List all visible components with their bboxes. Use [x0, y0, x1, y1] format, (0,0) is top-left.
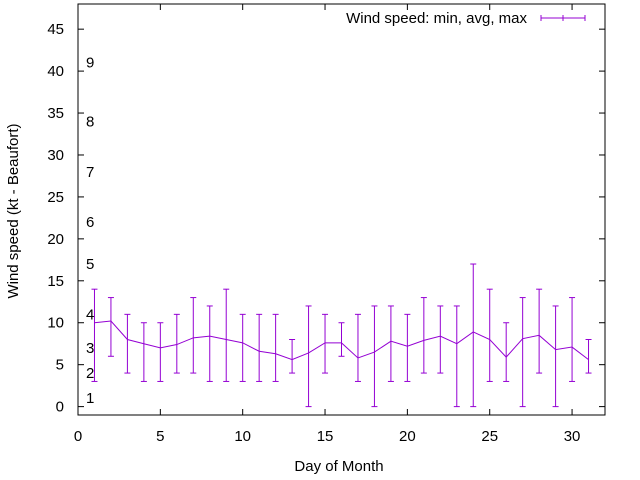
x-tick-label: 30	[564, 428, 581, 445]
x-tick-label: 20	[399, 428, 416, 445]
x-tick-label: 10	[234, 428, 251, 445]
avg-line-layer	[94, 320, 589, 361]
y-tick-label: 40	[47, 63, 64, 80]
y-axis-title: Wind speed (kt - Beaufort)	[5, 123, 22, 298]
beaufort-label: 7	[86, 164, 94, 181]
y-tick-label: 30	[47, 147, 64, 164]
y-tick-label: 10	[47, 315, 64, 332]
y-tick-label: 5	[56, 357, 64, 374]
beaufort-label: 1	[86, 390, 94, 407]
legend-label: Wind speed: min, avg, max	[346, 10, 527, 27]
plot-frame	[77, 3, 606, 416]
beaufort-scale-labels: 1 2 3 4 5 6 7 8 9	[86, 55, 94, 408]
x-tick-label: 0	[74, 428, 82, 445]
y-tick-label: 25	[47, 189, 64, 206]
y-tick-label: 35	[47, 105, 64, 122]
x-tick-label: 25	[481, 428, 498, 445]
y-tick-label: 15	[47, 273, 64, 290]
x-tick-label: 5	[156, 428, 164, 445]
y-tick-label: 0	[56, 399, 64, 416]
error-bars	[91, 263, 592, 408]
x-axis-title: Day of Month	[294, 458, 383, 475]
legend: Wind speed: min, avg, max	[346, 10, 586, 27]
beaufort-label: 3	[86, 340, 94, 357]
y-tick-label: 20	[47, 231, 64, 248]
beaufort-label: 8	[86, 113, 94, 130]
avg-line	[94, 320, 589, 361]
beaufort-label: 9	[86, 55, 94, 72]
beaufort-label: 2	[86, 365, 94, 382]
x-tick-label: 15	[317, 428, 334, 445]
beaufort-label: 4	[86, 306, 94, 323]
y-tick-label: 45	[47, 21, 64, 38]
beaufort-label: 5	[86, 256, 94, 273]
beaufort-label: 6	[86, 214, 94, 231]
